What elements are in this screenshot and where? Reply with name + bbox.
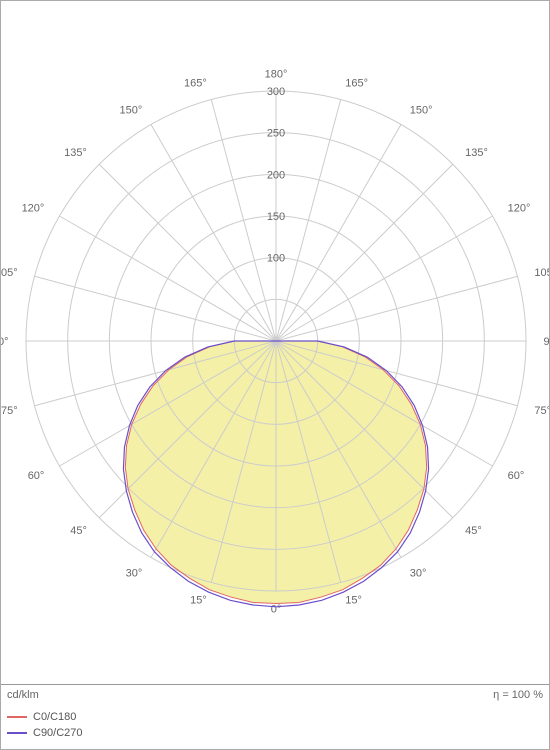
angle-label: 30° <box>126 568 143 580</box>
angle-label: 15° <box>345 594 362 606</box>
angle-label: 75° <box>1 405 18 417</box>
angle-label: 15° <box>190 594 207 606</box>
ring-label: 150 <box>267 211 285 223</box>
angle-label: 165° <box>345 78 368 90</box>
angle-label: 60° <box>508 470 525 482</box>
angle-label: 165° <box>184 78 207 90</box>
polar-chart-container: { "chart": { "type": "polar-light-distri… <box>0 0 550 750</box>
legend-label: C0/C180 <box>33 711 76 723</box>
legend: C0/C180 C90/C270 <box>1 707 549 749</box>
units-row: cd/klm η = 100 % <box>1 684 549 707</box>
angle-label: 120° <box>508 202 531 214</box>
chart-footer: cd/klm η = 100 % C0/C180 C90/C270 <box>1 684 549 749</box>
angle-label: 30° <box>410 568 427 580</box>
angle-label: 150° <box>119 104 142 116</box>
legend-label: C90/C270 <box>33 727 83 739</box>
angle-label: 90° <box>544 336 550 348</box>
ring-label: 200 <box>267 169 285 181</box>
angle-label: 45° <box>465 525 482 537</box>
angle-label: 180° <box>265 69 288 81</box>
angle-label: 75° <box>534 405 549 417</box>
angle-label: 105° <box>1 267 18 279</box>
efficiency-label: η = 100 % <box>493 689 543 701</box>
units-label: cd/klm <box>7 689 39 701</box>
angle-label: 105° <box>534 267 549 279</box>
angle-label: 120° <box>22 202 45 214</box>
angle-label: 135° <box>465 147 488 159</box>
legend-swatch <box>7 716 27 718</box>
angle-label: 45° <box>70 525 87 537</box>
angle-label: 0° <box>271 604 282 616</box>
legend-item: C90/C270 <box>7 725 543 741</box>
ring-label: 250 <box>267 128 285 140</box>
ring-label: 100 <box>267 253 285 265</box>
legend-swatch <box>7 732 27 734</box>
ring-label: 300 <box>267 86 285 98</box>
angle-label: 150° <box>410 104 433 116</box>
angle-label: 135° <box>64 147 87 159</box>
legend-item: C0/C180 <box>7 709 543 725</box>
angle-label: 90° <box>1 336 9 348</box>
angle-label: 60° <box>28 470 45 482</box>
polar-chart: 100 150 200 250 300 0° 15° 15° 30° 30° 45° 45° 60° 60… <box>1 1 549 691</box>
